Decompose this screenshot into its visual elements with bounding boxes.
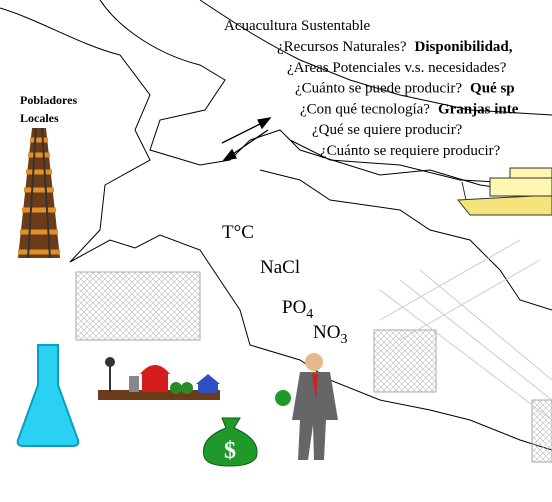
ship-icon (458, 168, 552, 215)
question: ¿Qué se quiere producir? (312, 122, 463, 138)
question-text: ¿Cuánto se puede producir? (295, 81, 462, 97)
question: ¿Cuánto se requiere producir? (320, 143, 501, 159)
railroad-icon (18, 128, 60, 258)
formula: NO (313, 322, 340, 343)
temperature-label: T°C (222, 222, 254, 243)
question: ¿Con qué tecnología? Granjas inte (300, 101, 519, 117)
question-text: ¿Con qué tecnología? (300, 101, 430, 117)
diagram: $ Acuacultura Sustentable ¿Recursos Natu… (0, 0, 552, 502)
man-icon (275, 353, 338, 460)
question-text: ¿Cuánto se requiere producir? (320, 143, 501, 159)
question-text: ¿Areas Potenciales v.s. necesidades? (287, 60, 507, 76)
question: ¿Recursos Naturales? Disponibilidad, (277, 39, 513, 55)
money-bag-icon: $ (203, 418, 257, 466)
questions: ¿Recursos Naturales? Disponibilidad, ¿Area… (277, 39, 519, 159)
subscript: 3 (340, 332, 347, 347)
phosphate-label: PO4 (282, 297, 313, 322)
flask-icon (18, 345, 79, 446)
question-bold: Qué sp (470, 81, 515, 97)
salt-label: NaCl (260, 257, 300, 278)
question-text: ¿Recursos Naturales? (277, 39, 407, 55)
title: Acuacultura Sustentable (224, 18, 371, 34)
subscript: 4 (306, 307, 313, 322)
question-bold: Disponibilidad, (415, 39, 513, 55)
question-text: ¿Qué se quiere producir? (312, 122, 463, 138)
nitrate-label: NO3 (313, 322, 347, 347)
formula: PO (282, 297, 306, 318)
question: ¿Cuánto se puede producir? Qué sp (295, 81, 515, 97)
arrows (222, 118, 270, 160)
money-symbol: $ (224, 438, 236, 464)
question: ¿Areas Potenciales v.s. necesidades? (287, 60, 507, 76)
pobladores-label: Pobladores (20, 93, 77, 107)
farm-icon (98, 357, 220, 400)
pobladores-label: Locales (20, 111, 59, 125)
question-bold: Granjas inte (438, 101, 519, 117)
